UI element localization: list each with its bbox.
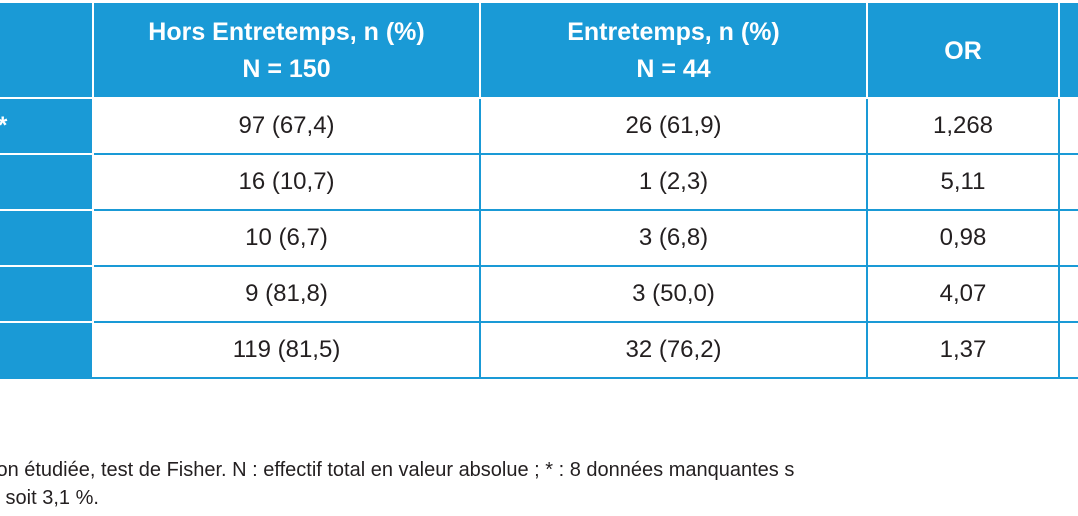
- footnote-line-1: ion étudiée, test de Fisher. N : effecti…: [0, 459, 795, 481]
- table-row: 119 (81,5) 32 (76,2) 1,37: [0, 321, 1078, 379]
- results-table: Hors Entretemps, n (%) N = 150 Entretemp…: [0, 3, 1078, 379]
- row-label: [0, 153, 94, 211]
- header-hors-entretemps: Hors Entretemps, n (%) N = 150: [92, 3, 481, 99]
- row-label: *: [0, 97, 94, 155]
- header-hors-entretemps-n: N = 150: [242, 55, 331, 83]
- cell-entretemps: 1 (2,3): [479, 153, 868, 211]
- header-or: OR: [866, 3, 1060, 99]
- cell-hors-entretemps: 119 (81,5): [92, 321, 481, 379]
- table-row: 9 (81,8) 3 (50,0) 4,07: [0, 265, 1078, 323]
- row-label: [0, 209, 94, 267]
- header-hors-entretemps-title: Hors Entretemps, n (%): [148, 18, 425, 46]
- header-entretemps: Entretemps, n (%) N = 44: [479, 3, 868, 99]
- cell-extra: [1058, 209, 1078, 267]
- header-entretemps-title: Entretemps, n (%): [567, 18, 780, 46]
- cell-or: 4,07: [866, 265, 1060, 323]
- table-row: * 97 (67,4) 26 (61,9) 1,268: [0, 97, 1078, 155]
- cell-entretemps: 32 (76,2): [479, 321, 868, 379]
- results-table-container: Hors Entretemps, n (%) N = 150 Entretemp…: [0, 3, 1078, 379]
- cell-or: 0,98: [866, 209, 1060, 267]
- cell-hors-entretemps: 10 (6,7): [92, 209, 481, 267]
- cell-or: 1,37: [866, 321, 1060, 379]
- cell-hors-entretemps: 9 (81,8): [92, 265, 481, 323]
- cell-extra: [1058, 153, 1078, 211]
- table-row: 10 (6,7) 3 (6,8) 0,98: [0, 209, 1078, 267]
- cell-extra: [1058, 265, 1078, 323]
- cell-or: 1,268: [866, 97, 1060, 155]
- row-label: [0, 265, 94, 323]
- cell-extra: [1058, 321, 1078, 379]
- cell-entretemps: 3 (6,8): [479, 209, 868, 267]
- header-row-label: [0, 3, 94, 99]
- cell-or: 5,11: [866, 153, 1060, 211]
- cell-extra: [1058, 97, 1078, 155]
- table-header-row: Hors Entretemps, n (%) N = 150 Entretemp…: [0, 3, 1078, 99]
- table-row: 16 (10,7) 1 (2,3) 5,11: [0, 153, 1078, 211]
- table-footnote: ion étudiée, test de Fisher. N : effecti…: [0, 456, 1078, 512]
- row-label: [0, 321, 94, 379]
- cell-entretemps: 3 (50,0): [479, 265, 868, 323]
- header-or-title: OR: [944, 36, 982, 65]
- footnote-line-2: s soit 3,1 %.: [0, 487, 99, 509]
- cell-hors-entretemps: 97 (67,4): [92, 97, 481, 155]
- header-extra: [1058, 3, 1078, 99]
- header-entretemps-n: N = 44: [636, 55, 711, 83]
- cell-entretemps: 26 (61,9): [479, 97, 868, 155]
- cell-hors-entretemps: 16 (10,7): [92, 153, 481, 211]
